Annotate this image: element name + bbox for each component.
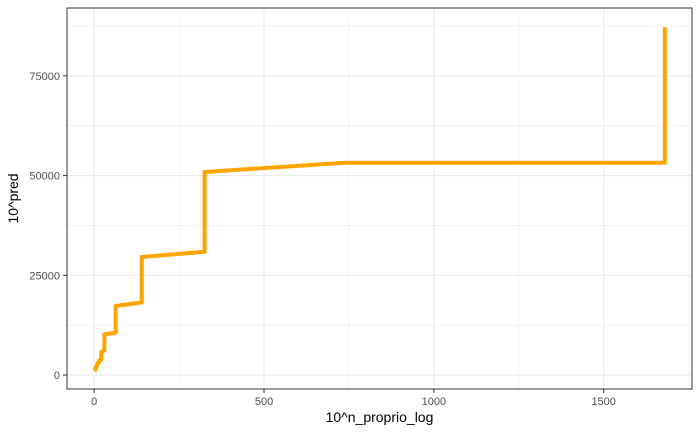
series-layer [92,27,667,373]
x-tick-label: 0 [91,396,97,408]
x-tick-label: 1500 [591,396,615,408]
x-axis-ticks: 0 500 1000 1500 [91,389,616,408]
x-axis-title: 10^n_proprio_log [326,409,434,425]
x-tick-label: 500 [255,396,273,408]
y-axis-title: 10^pred [5,173,21,223]
panel-border [66,7,693,390]
x-tick-label: 1000 [422,396,446,408]
minor-gridlines [67,8,692,389]
major-gridlines [67,8,692,389]
y-axis-ticks: 0 25000 50000 75000 [29,71,67,382]
series-line [92,27,667,373]
y-tick-label: 0 [54,370,60,382]
y-tick-label: 50000 [29,171,60,183]
y-tick-label: 75000 [29,71,60,83]
y-tick-label: 25000 [29,270,60,282]
